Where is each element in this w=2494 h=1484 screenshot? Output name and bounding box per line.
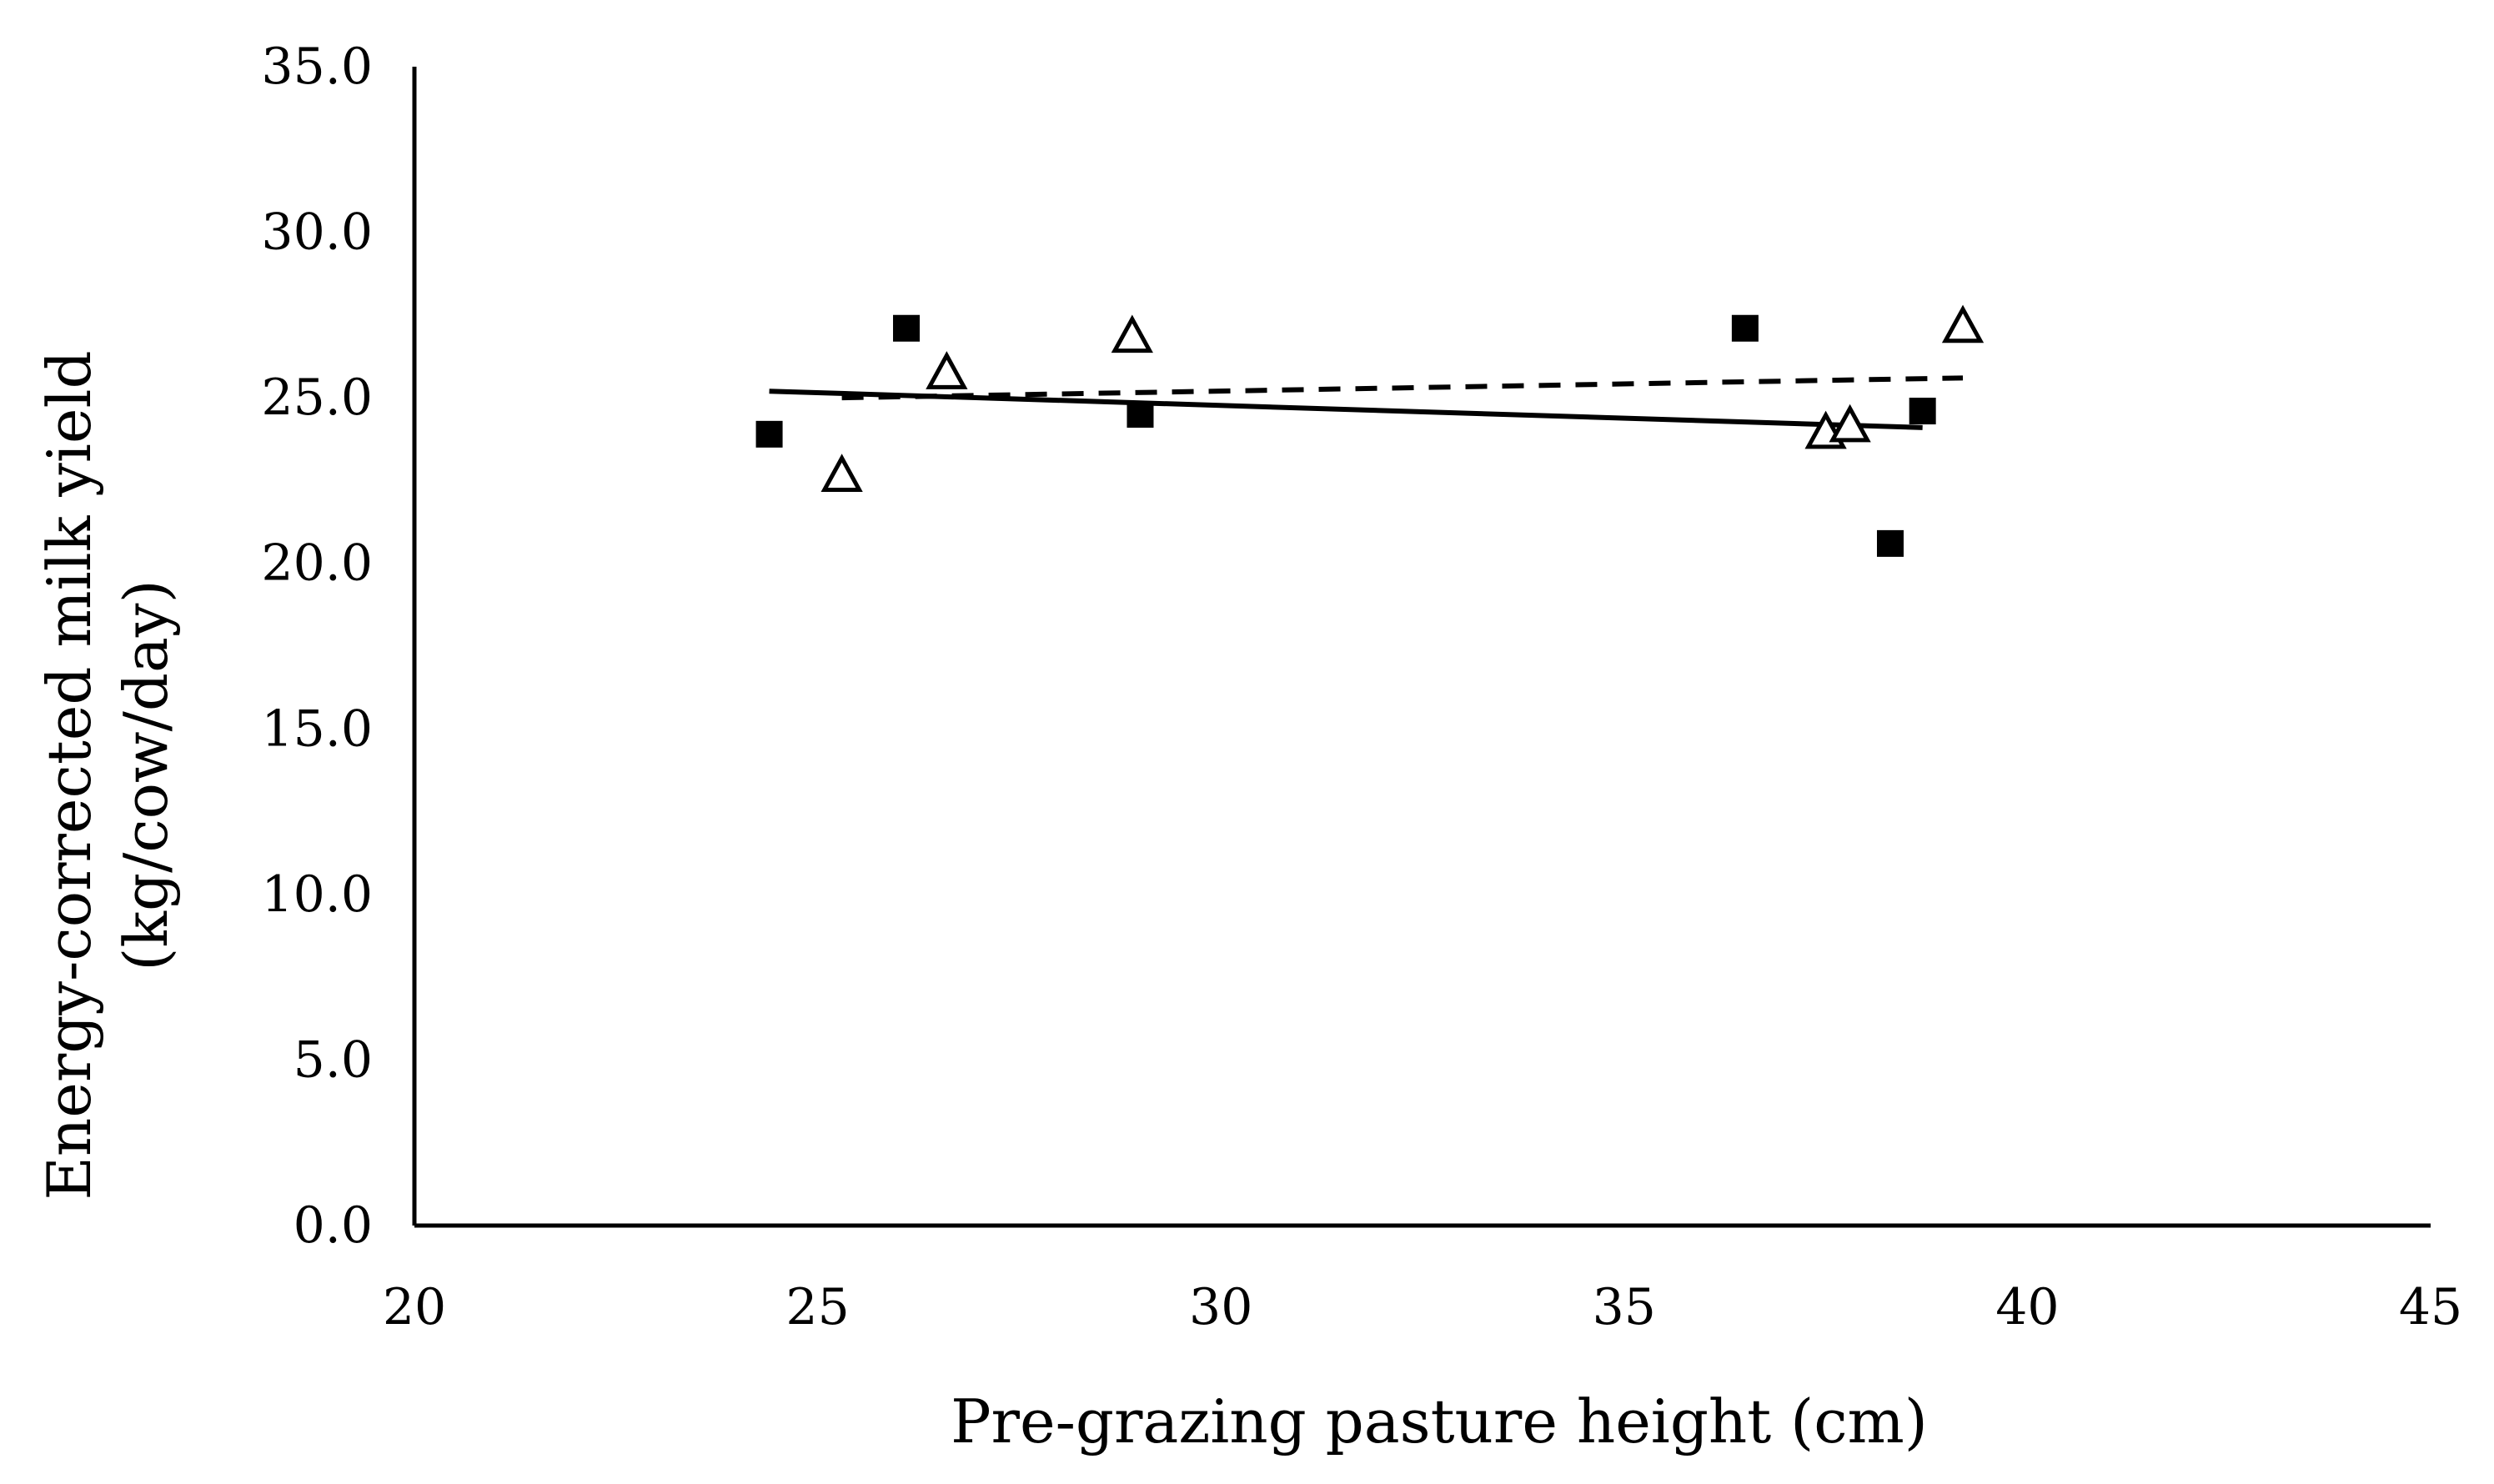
data-point-triangle	[926, 351, 968, 389]
axes	[412, 67, 2431, 1228]
x-tick-label: 35	[1593, 1278, 1656, 1336]
data-point-triangle	[1829, 404, 1871, 443]
y-tick-label: 15.0	[261, 699, 373, 758]
trendline-solid	[769, 389, 1923, 430]
data-points	[755, 304, 1985, 557]
data-point-square	[1876, 529, 1904, 557]
x-axis-title: Pre-grazing pasture height (cm)	[951, 1386, 1928, 1456]
trendline-dashed	[841, 375, 1964, 401]
data-point-square	[1731, 314, 1759, 342]
y-tick-label: 0.0	[294, 1196, 373, 1255]
x-tick-label: 45	[2399, 1278, 2462, 1336]
data-point-triangle	[1111, 314, 1153, 353]
x-tick-label: 25	[785, 1278, 849, 1336]
data-point-triangle	[820, 454, 863, 492]
x-tick-label: 40	[1995, 1278, 2059, 1336]
x-tick-labels: 20 25 30 35 40 45	[383, 1278, 2462, 1336]
y-tick-label: 20.0	[261, 534, 373, 593]
y-tick-label: 10.0	[261, 865, 373, 924]
data-point-square	[1909, 398, 1936, 425]
x-tick-label: 20	[383, 1278, 446, 1336]
data-point-square	[755, 420, 783, 448]
y-axis-title-line2: (kg/cow/day)	[111, 579, 181, 970]
y-axis-title-line1: Energy-corrected milk yield	[34, 350, 104, 1200]
x-tick-label: 30	[1189, 1278, 1252, 1336]
data-point-square	[1127, 401, 1154, 428]
y-tick-labels: 0.0 5.0 10.0 15.0 20.0 25.0 30.0 35.0	[261, 38, 373, 1255]
trendlines	[769, 375, 1964, 430]
y-tick-label: 35.0	[261, 38, 373, 96]
y-tick-label: 25.0	[261, 368, 373, 427]
y-tick-label: 30.0	[261, 203, 373, 262]
data-point-square	[892, 314, 920, 342]
data-point-triangle	[1941, 304, 1985, 343]
y-tick-label: 5.0	[294, 1030, 373, 1089]
